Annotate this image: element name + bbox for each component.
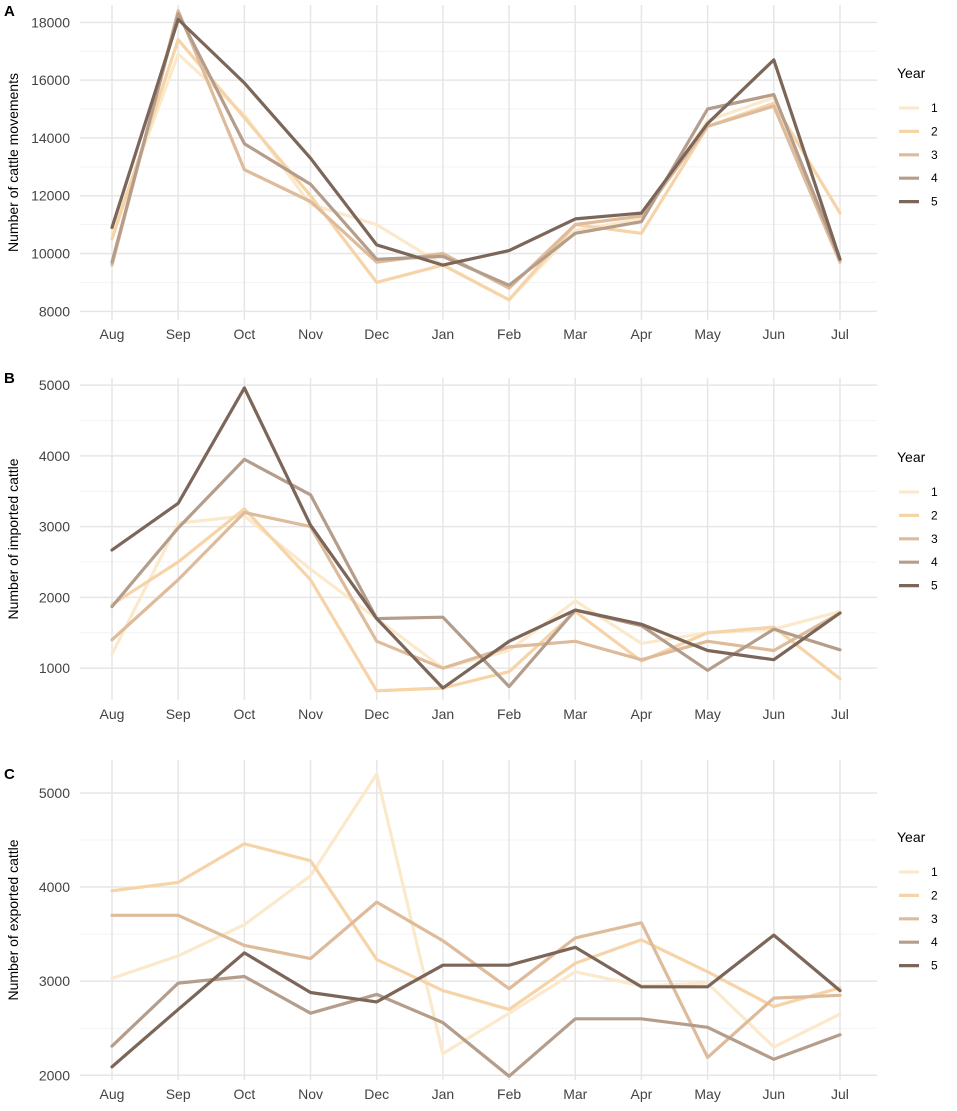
legend-label-year-5: 5: [931, 579, 938, 593]
y-tick-label: 14000: [31, 130, 70, 146]
x-tick-label: Sep: [166, 1086, 191, 1102]
x-tick-label: Dec: [364, 326, 389, 342]
x-tick-label: Dec: [364, 706, 389, 722]
series-line-year-5: [110, 386, 842, 690]
x-tick-label: Oct: [233, 1086, 255, 1102]
legend-label-year-3: 3: [931, 532, 938, 546]
y-axis-label: Number of cattle movements: [5, 73, 21, 252]
x-tick-label: Jan: [432, 706, 455, 722]
series-line-year-4: [110, 974, 842, 1078]
x-tick-label: Nov: [298, 326, 323, 342]
y-tick-label: 2000: [39, 1067, 70, 1083]
x-tick-label: Jun: [763, 326, 786, 342]
legend-label-year-2: 2: [931, 124, 938, 138]
x-tick-label: Jan: [432, 1086, 455, 1102]
x-tick-label: May: [694, 326, 720, 342]
legend: Year 1 2 3 4 5: [897, 449, 938, 593]
y-tick-label: 4000: [39, 879, 70, 895]
series-line-year-5: [110, 17, 842, 267]
legend-title: Year: [897, 65, 926, 81]
x-tick-label: May: [694, 1086, 720, 1102]
x-tick-label: Jun: [763, 706, 786, 722]
panel-label: B: [4, 370, 15, 387]
y-tick-label: 12000: [31, 188, 70, 204]
x-tick-label: Feb: [497, 706, 521, 722]
legend-label-year-1: 1: [931, 485, 938, 499]
x-tick-label: Jul: [831, 326, 849, 342]
y-tick-label: 3000: [39, 973, 70, 989]
legend-title: Year: [897, 829, 926, 845]
y-axis-label: Number of exported cattle: [5, 839, 21, 1000]
legend-label-year-4: 4: [931, 171, 938, 185]
panel-label: C: [4, 766, 15, 783]
x-tick-label: Mar: [563, 1086, 587, 1102]
y-tick-label: 5000: [39, 377, 70, 393]
legend-label-year-2: 2: [931, 888, 938, 902]
panel-label: A: [4, 3, 15, 20]
legend: Year 1 2 3 4 5: [897, 65, 938, 209]
x-tick-label: Aug: [100, 706, 125, 722]
y-tick-label: 8000: [39, 303, 70, 319]
panel-b: 1000 2000 3000 4000 5000 Aug Sep Oct Nov Dec Jan Fe…: [4, 370, 938, 722]
x-tick-label: Feb: [497, 1086, 521, 1102]
panel-c: 2000 3000 4000 5000 Aug Sep Oct Nov Dec Jan Feb Mar…: [4, 760, 938, 1102]
x-tick-label: May: [694, 706, 720, 722]
x-tick-label: Aug: [100, 326, 125, 342]
series-line-year-2: [110, 507, 842, 693]
legend-label-year-2: 2: [931, 508, 938, 522]
x-tick-label: Jan: [432, 326, 455, 342]
x-tick-label: Apr: [631, 1086, 653, 1102]
y-tick-label: 1000: [39, 660, 70, 676]
series-line-year-1: [110, 772, 842, 1056]
x-tick-label: Apr: [631, 706, 653, 722]
legend: Year 1 2 3 4 5: [897, 829, 938, 973]
x-tick-label: Aug: [100, 1086, 125, 1102]
x-tick-label: Jun: [763, 1086, 786, 1102]
x-tick-label: Apr: [631, 326, 653, 342]
legend-title: Year: [897, 449, 926, 465]
x-tick-label: Nov: [298, 1086, 323, 1102]
x-tick-label: Nov: [298, 706, 323, 722]
y-axis-label: Number of imported cattle: [5, 458, 21, 619]
legend-label-year-4: 4: [931, 935, 938, 949]
x-tick-label: Jul: [831, 706, 849, 722]
legend-label-year-1: 1: [931, 865, 938, 879]
x-tick-label: Sep: [166, 326, 191, 342]
y-tick-label: 3000: [39, 519, 70, 535]
x-tick-label: Oct: [233, 706, 255, 722]
series-line-year-5: [110, 933, 842, 1069]
panel-a: 8000 10000 12000 14000 16000 18000 Aug Sep Oct No…: [4, 3, 938, 342]
y-tick-label: 2000: [39, 589, 70, 605]
series-line-year-4: [110, 457, 842, 689]
x-tick-label: Feb: [497, 326, 521, 342]
y-tick-label: 16000: [31, 72, 70, 88]
legend-label-year-5: 5: [931, 959, 938, 973]
x-tick-label: Jul: [831, 1086, 849, 1102]
series-line-year-3: [110, 510, 842, 670]
y-tick-label: 10000: [31, 246, 70, 262]
series-line-year-4: [110, 12, 842, 287]
x-tick-label: Oct: [233, 326, 255, 342]
y-tick-label: 5000: [39, 785, 70, 801]
y-tick-label: 18000: [31, 14, 70, 30]
legend-label-year-4: 4: [931, 555, 938, 569]
series-line-year-2: [110, 38, 842, 302]
series-line-year-2: [110, 842, 842, 1012]
legend-label-year-3: 3: [931, 148, 938, 162]
legend-label-year-5: 5: [931, 195, 938, 209]
legend-label-year-3: 3: [931, 912, 938, 926]
x-tick-label: Sep: [166, 706, 191, 722]
x-tick-label: Mar: [563, 706, 587, 722]
series-line-year-3: [110, 9, 842, 290]
y-tick-label: 4000: [39, 448, 70, 464]
x-tick-label: Mar: [563, 326, 587, 342]
legend-label-year-1: 1: [931, 101, 938, 115]
x-tick-label: Dec: [364, 1086, 389, 1102]
